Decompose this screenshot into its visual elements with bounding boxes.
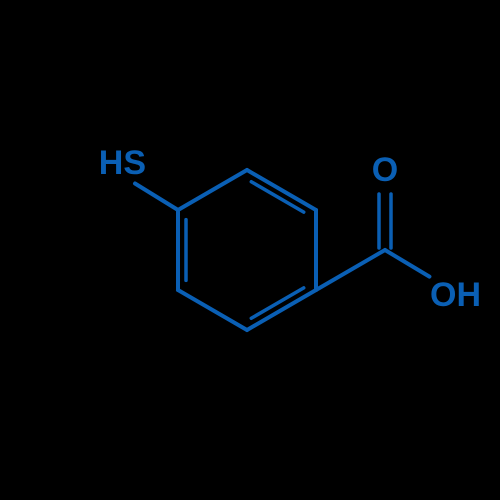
label-o-carbonyl: O: [372, 151, 398, 189]
atom-labels: HS O OH: [99, 144, 481, 314]
bonds: [135, 170, 429, 330]
bond-c7-o2: [385, 250, 429, 277]
bond-c5-c6: [247, 170, 316, 210]
molecule-diagram: HS O OH: [0, 0, 500, 500]
bond-c4-c7: [316, 250, 385, 290]
label-oh: OH: [430, 276, 481, 314]
bond-c1-s: [135, 183, 178, 210]
bond-c3-c4: [247, 290, 316, 330]
bond-c6-c1: [178, 170, 247, 210]
label-hs: HS: [99, 144, 146, 182]
bond-c2-c3: [178, 290, 247, 330]
